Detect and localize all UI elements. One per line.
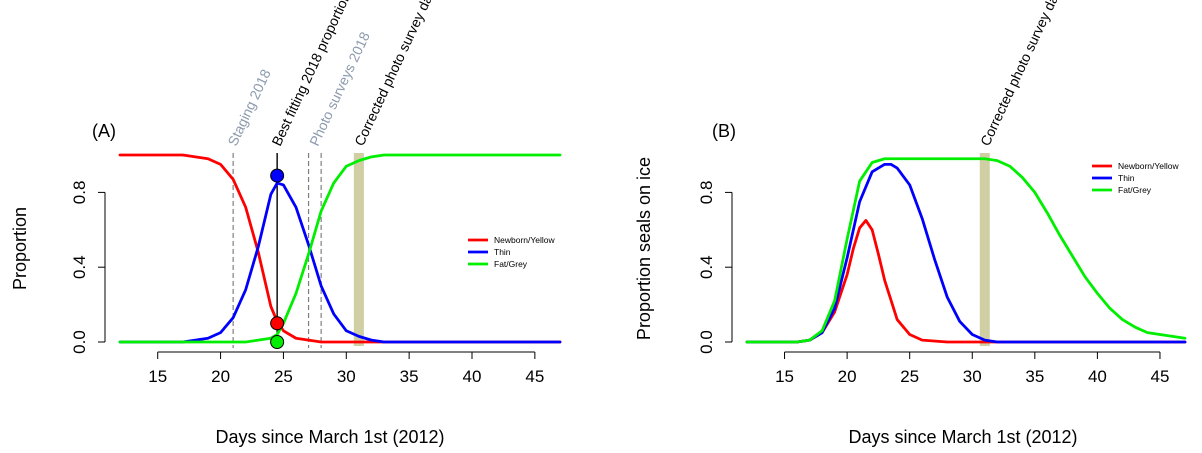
- data-point-fat: [270, 335, 285, 349]
- x-tick-label: 35: [1025, 367, 1044, 386]
- y-tick-label: 0.0: [70, 330, 89, 354]
- y-tick-label: 0.4: [70, 255, 89, 279]
- x-tick-label: 20: [838, 367, 857, 386]
- x-tick-label: 45: [525, 367, 544, 386]
- y-axis-title: Proportion: [10, 207, 30, 290]
- band-label: Corrected photo survey dates: [351, 0, 443, 148]
- x-tick-label: 40: [463, 367, 482, 386]
- x-tick-label: 15: [148, 367, 167, 386]
- legend-label: Thin: [1118, 173, 1135, 183]
- series-line-fat: [118, 153, 562, 344]
- data-point-thin: [270, 168, 285, 183]
- x-tick-label: 25: [274, 367, 293, 386]
- vline-label-0: Staging 2018: [224, 67, 273, 149]
- panel-label: (A): [92, 121, 116, 141]
- x-tick-label: 40: [1088, 367, 1107, 386]
- panel-label: (B): [712, 121, 736, 141]
- legend-label: Fat/Grey: [494, 259, 528, 269]
- legend-label: Fat/Grey: [1118, 185, 1152, 195]
- x-tick-label: 30: [337, 367, 356, 386]
- y-tick-label: 0.4: [697, 255, 716, 279]
- legend-label: Thin: [494, 247, 511, 257]
- y-axis-title: Proportion seals on ice: [634, 157, 654, 340]
- x-axis-title: Days since March 1st (2012): [215, 427, 444, 447]
- survey-band: [979, 153, 990, 346]
- x-tick-label: 45: [1151, 367, 1170, 386]
- data-point-newborn: [270, 316, 285, 331]
- x-tick-label: 20: [211, 367, 230, 386]
- y-tick-label: 0.8: [70, 181, 89, 205]
- legend: Newborn/Yellow Thin Fat/Grey: [468, 235, 555, 269]
- x-tick-label: 25: [900, 367, 919, 386]
- series-line-thin: [118, 181, 562, 344]
- series-line-fat: [745, 157, 1187, 344]
- x-tick-label: 35: [400, 367, 419, 386]
- x-tick-label: 15: [775, 367, 794, 386]
- series-line-newborn: [745, 219, 1187, 344]
- legend-label: Newborn/Yellow: [494, 235, 555, 245]
- series-line-newborn: [118, 153, 562, 344]
- y-tick-label: 0.0: [697, 330, 716, 354]
- survey-band: [353, 153, 364, 346]
- series-line-thin: [745, 162, 1187, 344]
- y-tick-label: 0.8: [697, 181, 716, 205]
- legend-label: Newborn/Yellow: [1118, 161, 1179, 171]
- chart-panel-a: Corrected photo survey dates Staging 2018…: [10, 0, 562, 447]
- x-tick-label: 30: [963, 367, 982, 386]
- legend: Newborn/Yellow Thin Fat/Grey: [1092, 161, 1179, 195]
- chart-panel-b: Corrected photo survey dates 15 20 25 30 35 40…: [634, 0, 1187, 447]
- band-label: Corrected photo survey dates: [977, 0, 1069, 148]
- x-axis-title: Days since March 1st (2012): [848, 427, 1077, 447]
